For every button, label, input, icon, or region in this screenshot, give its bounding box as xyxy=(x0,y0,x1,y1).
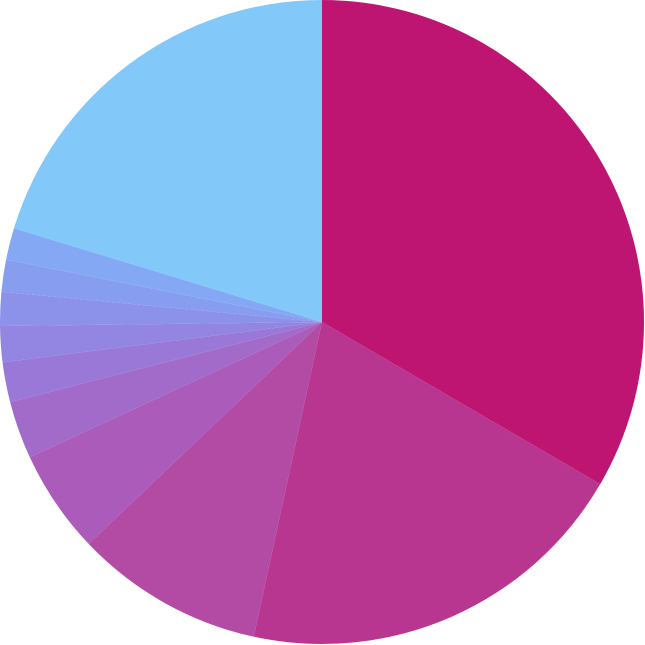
pie-slice-4 xyxy=(29,322,322,544)
pie-slice-11 xyxy=(13,0,323,322)
pie-slice-10 xyxy=(6,228,323,322)
pie-slice-3 xyxy=(88,322,322,637)
pie-slice-9 xyxy=(1,259,323,322)
pie-slice-7 xyxy=(0,322,323,363)
pie-slice-2 xyxy=(253,322,601,644)
pie-slice-5 xyxy=(10,322,323,458)
pie-slice-8 xyxy=(0,291,322,327)
pie-slice-1 xyxy=(322,0,644,485)
pie-slice-6 xyxy=(2,322,322,403)
